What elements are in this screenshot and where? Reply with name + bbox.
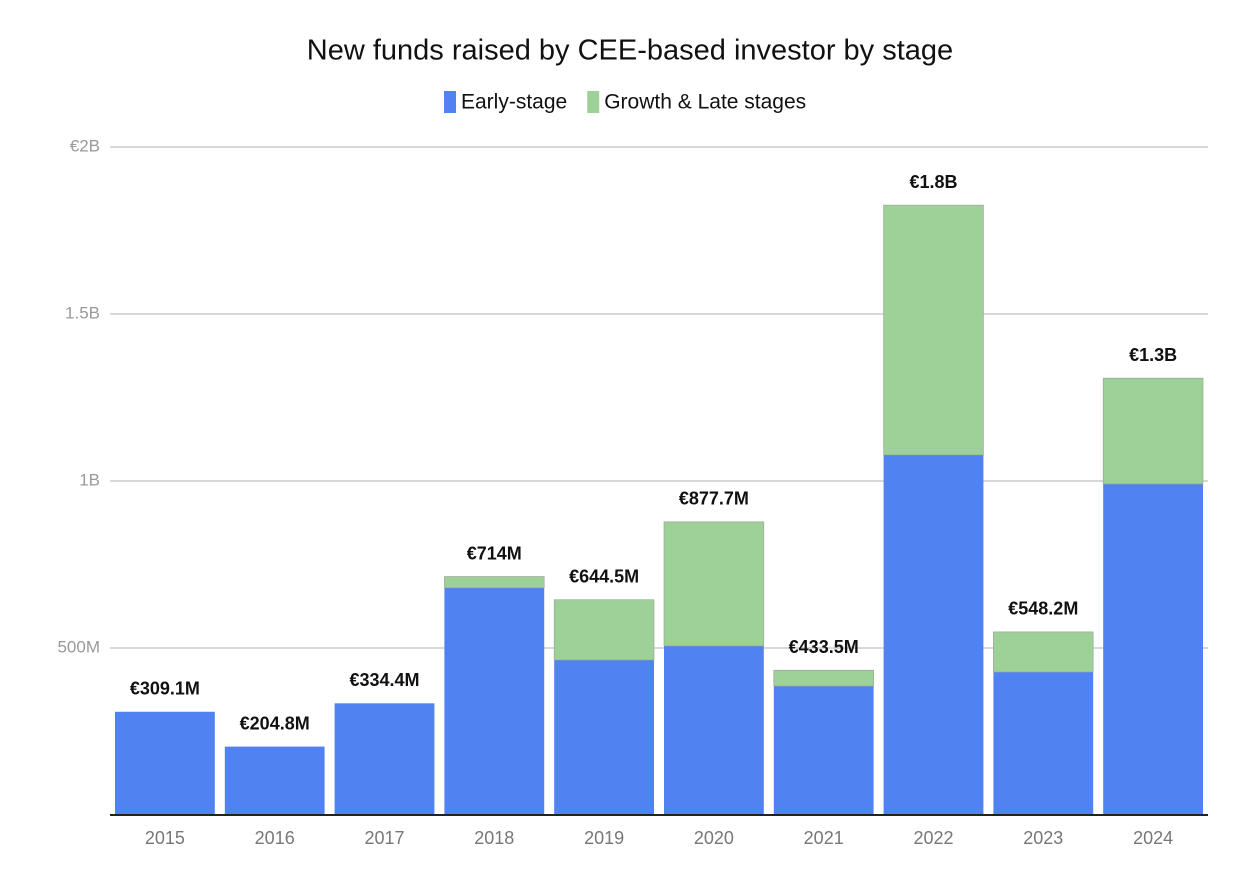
total-label: €877.7M xyxy=(679,489,749,509)
legend-swatch xyxy=(587,91,600,113)
bar-segment xyxy=(334,703,435,815)
total-label: €1.8B xyxy=(909,172,957,192)
x-tick-label: 2024 xyxy=(1133,828,1173,848)
total-label: €334.4M xyxy=(349,670,419,690)
y-tick-label: €2B xyxy=(70,136,100,155)
x-tick-label: 2023 xyxy=(1023,828,1063,848)
legend-label: Growth & Late stages xyxy=(604,91,806,114)
bar-segment xyxy=(1103,484,1203,815)
x-tick-label: 2016 xyxy=(255,828,295,848)
chart-title: New funds raised by CEE-based investor b… xyxy=(307,35,953,67)
bar-segment xyxy=(773,686,874,815)
y-tick-label: 1B xyxy=(79,470,100,489)
total-label: €433.5M xyxy=(789,637,859,657)
x-tick-label: 2022 xyxy=(913,828,953,848)
x-tick-label: 2015 xyxy=(145,828,185,848)
legend-swatch xyxy=(444,91,456,113)
bar-segment xyxy=(115,711,215,815)
bar-segment xyxy=(553,599,655,661)
total-label: €309.1M xyxy=(130,679,200,699)
legend: Early-stage Growth & Late stages xyxy=(444,91,806,114)
total-label: €714M xyxy=(467,543,522,563)
x-tick-label: 2017 xyxy=(364,828,404,848)
bar-segment xyxy=(993,631,1094,673)
bar-segment xyxy=(444,587,545,815)
total-label: €204.8M xyxy=(240,713,310,733)
x-tick-label: 2019 xyxy=(584,828,624,848)
bar-segment xyxy=(664,645,764,815)
total-label: €1.3B xyxy=(1129,345,1177,365)
bar-segment xyxy=(663,521,765,647)
y-tick-label: 500M xyxy=(57,637,100,656)
bar-segment xyxy=(883,204,984,456)
bar-segment xyxy=(993,672,1094,815)
legend-label: Early-stage xyxy=(461,91,567,114)
bar-segment xyxy=(773,669,874,687)
y-tick-label: 1.5B xyxy=(65,303,100,322)
x-tick-label: 2018 xyxy=(474,828,514,848)
x-tick-label: 2021 xyxy=(804,828,844,848)
total-label: €548.2M xyxy=(1008,599,1078,619)
bar-segment xyxy=(554,660,654,815)
bar-segment xyxy=(224,746,325,815)
bar-segment xyxy=(883,454,984,815)
bar-segment xyxy=(444,576,545,589)
bar-segment xyxy=(1102,377,1204,485)
x-tick-label: 2020 xyxy=(694,828,734,848)
total-label: €644.5M xyxy=(569,566,639,586)
